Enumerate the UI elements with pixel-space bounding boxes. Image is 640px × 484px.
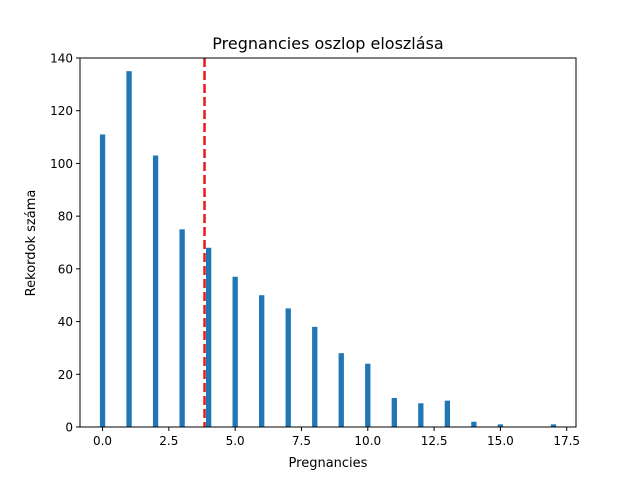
y-tick-label: 20 bbox=[58, 368, 73, 382]
y-tick-label: 0 bbox=[65, 421, 73, 435]
x-tick-label: 12.5 bbox=[421, 434, 448, 448]
bar bbox=[444, 400, 451, 427]
y-tick-label: 60 bbox=[58, 262, 73, 276]
y-tick-label: 100 bbox=[50, 157, 73, 171]
x-tick-label: 15.0 bbox=[487, 434, 514, 448]
y-tick-label: 40 bbox=[58, 315, 73, 329]
bar bbox=[312, 326, 318, 427]
bar bbox=[338, 353, 344, 427]
bar bbox=[391, 398, 397, 427]
x-tick-label: 2.5 bbox=[159, 434, 178, 448]
bar bbox=[418, 403, 424, 427]
bar bbox=[205, 247, 212, 427]
y-axis-label: Rekordok száma bbox=[24, 190, 39, 297]
bar bbox=[152, 155, 159, 427]
bar bbox=[126, 71, 132, 428]
x-tick-label: 5.0 bbox=[226, 434, 245, 448]
bar bbox=[550, 424, 557, 427]
y-tick-label: 140 bbox=[50, 52, 73, 66]
y-tick-label: 120 bbox=[50, 104, 73, 118]
plot-frame bbox=[79, 57, 577, 428]
x-axis-ticks: 0.0 2.5 5.0 7.5 10.0 12.5 15.0 17.5 bbox=[93, 427, 580, 448]
x-tick-label: 0.0 bbox=[93, 434, 112, 448]
x-tick-label: 17.5 bbox=[553, 434, 580, 448]
x-tick-label: 7.5 bbox=[292, 434, 311, 448]
bar bbox=[497, 424, 504, 427]
chart-title: Pregnancies oszlop eloszlása bbox=[212, 34, 443, 53]
bar bbox=[471, 421, 477, 427]
y-axis-ticks: 0 20 40 60 80 100 120 140 bbox=[50, 52, 80, 435]
bar bbox=[259, 295, 265, 427]
y-tick-label: 80 bbox=[58, 210, 73, 224]
bar bbox=[99, 134, 106, 427]
x-axis-label: Pregnancies bbox=[289, 456, 368, 471]
x-tick-label: 10.0 bbox=[354, 434, 381, 448]
bar bbox=[365, 363, 371, 427]
bar bbox=[285, 308, 291, 427]
bar bbox=[232, 276, 238, 427]
bar bbox=[179, 229, 185, 427]
bars-group bbox=[99, 71, 557, 428]
